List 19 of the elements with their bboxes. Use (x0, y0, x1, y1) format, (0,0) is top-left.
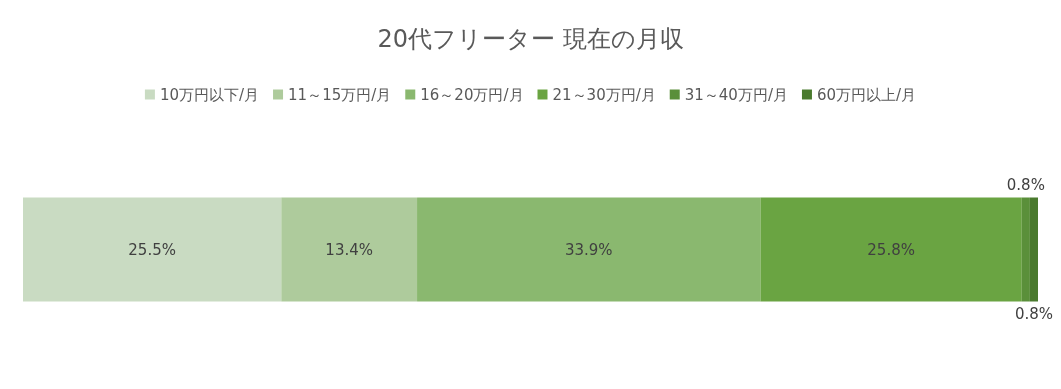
legend-label: 11～15万円/月 (288, 85, 392, 104)
data-label: 33.9% (564, 240, 613, 259)
data-label: 13.4% (325, 240, 374, 259)
data-label: 25.8% (867, 240, 915, 259)
bar (1021, 197, 1030, 302)
data-label: 0.8% (1014, 304, 1053, 323)
data-label: 25.5% (128, 240, 176, 259)
bar (417, 197, 761, 302)
legend-label: 16～20万円/月 (420, 85, 524, 104)
legend-label: 21～30万円/月 (552, 85, 656, 104)
legend-label: 60万円以上/月 (816, 85, 917, 104)
bar (1029, 197, 1038, 302)
bar (23, 197, 282, 302)
bar (760, 197, 1022, 302)
legend-label: 31～40万円/月 (684, 85, 788, 104)
legend-label: 10万円以下/月 (159, 85, 260, 104)
bar (281, 197, 418, 302)
chart-title: 20代フリーター 現在の月収 (377, 25, 684, 53)
data-label: 0.8% (1006, 176, 1045, 195)
